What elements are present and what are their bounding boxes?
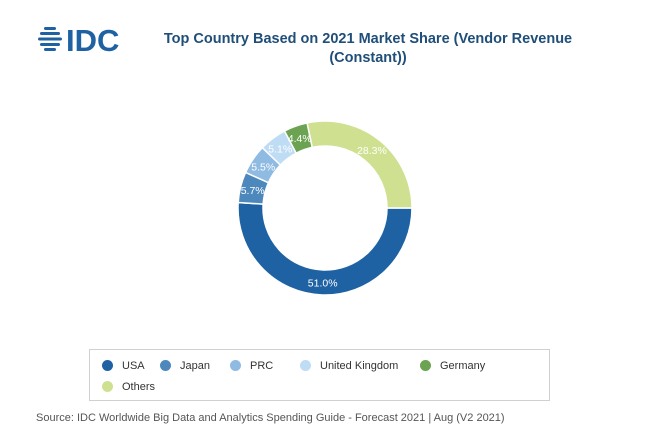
donut-slices [237, 120, 413, 296]
legend-marker-icon [160, 360, 171, 371]
donut-data-labels: 51.0% 5.7% 5.5% 5.1%4.4% 28.3% [241, 133, 387, 290]
donut-slice-usa [237, 201, 413, 296]
data-label-others: 28.3% [357, 145, 387, 157]
legend-marker-icon [230, 360, 241, 371]
data-label-germany: 4.4% [288, 133, 312, 145]
legend-label: Japan [180, 360, 210, 372]
chart-title-line-2: (Constant)) [329, 50, 407, 66]
idc-logo: IDC [38, 23, 142, 58]
data-label-usa: 51.0% [308, 277, 338, 289]
data-label-united-kingdom: 5.1% [268, 143, 292, 155]
legend-label: PRC [250, 360, 274, 372]
chart-title: Top Country Based on 2021 Market Share (… [148, 30, 588, 68]
source-note: Source: IDC Worldwide Big Data and Analy… [36, 412, 505, 424]
legend-marker-icon [420, 360, 431, 371]
donut-chart: 51.0% 5.7% 5.5% 5.1%4.4% 28.3% [237, 120, 413, 296]
chart-title-line-1: Top Country Based on 2021 Market Share (… [163, 31, 573, 47]
logo-text: IDC [66, 24, 119, 54]
data-label-prc: 5.5% [251, 161, 275, 173]
legend-marker-icon [102, 360, 113, 371]
legend-marker-icon [300, 360, 311, 371]
idc-globe-logo-icon: IDC [38, 23, 119, 58]
legend-label: Germany [440, 360, 486, 372]
data-label-japan: 5.7% [241, 185, 265, 197]
legend-label: United Kingdom [320, 360, 399, 372]
legend-label: USA [122, 360, 145, 372]
legend-marker-icon [102, 381, 113, 392]
chart-legend: USA Japan PRC United Kingdom Germany Others [89, 349, 550, 401]
legend-label: Others [122, 381, 156, 393]
donut-slice-others [306, 120, 413, 209]
